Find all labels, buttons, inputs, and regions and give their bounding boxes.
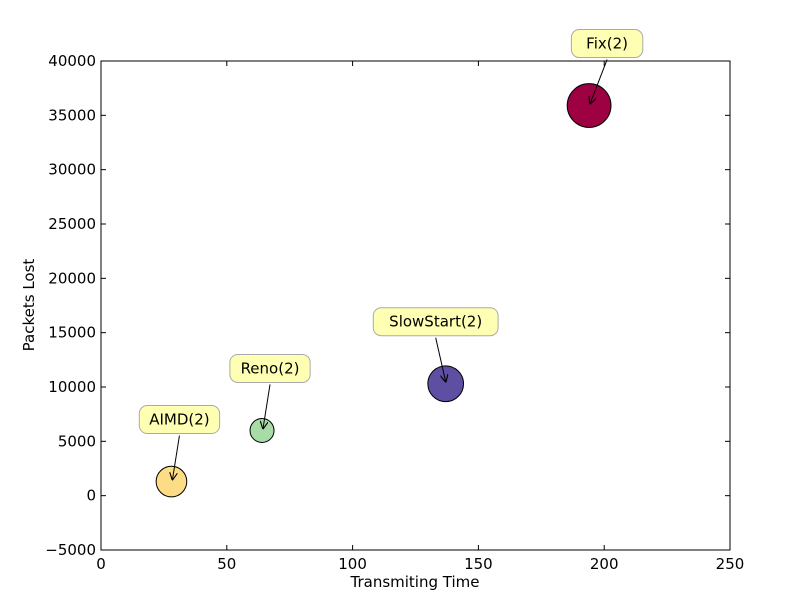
plot-frame: [100, 60, 731, 551]
data-points: [155, 83, 612, 498]
annotations: AIMD(2) Reno(2) SlowStart(2) Fix(2): [138, 29, 644, 480]
x-tick-label: 250: [716, 555, 745, 573]
annotation-label: Reno(2): [241, 359, 300, 377]
x-tick-label: 150: [464, 555, 493, 573]
annotation-arrow: [590, 59, 608, 104]
annotation-box: [570, 29, 644, 59]
y-tick-label: 15000: [48, 324, 96, 342]
y-tick-label: 35000: [48, 106, 96, 124]
axes: 0 50 100 150 200 250−500005000100001500020000…: [45, 52, 744, 573]
annotation-label: Fix(2): [586, 35, 628, 53]
x-tick-label: 0: [96, 555, 106, 573]
annotation-box: [138, 405, 221, 435]
annotation-arrow: [172, 435, 180, 480]
y-tick-label: 25000: [48, 215, 96, 233]
scatter-point: [427, 365, 465, 403]
x-axis-label: Transmiting Time: [350, 573, 480, 591]
y-tick-label: 5000: [58, 432, 96, 450]
y-tick-label: −5000: [45, 541, 96, 559]
x-tick-label: 200: [590, 555, 619, 573]
scatter-point: [155, 465, 188, 498]
annotation-label: AIMD(2): [149, 411, 209, 429]
x-tick-label: 100: [338, 555, 367, 573]
annotation: Fix(2): [570, 29, 644, 104]
x-tick-label: 50: [217, 555, 236, 573]
annotation-arrow: [435, 337, 446, 382]
annotation: SlowStart(2): [372, 307, 499, 382]
y-tick-label: 30000: [48, 161, 96, 179]
annotation: Reno(2): [229, 353, 311, 428]
annotation-arrow: [263, 384, 271, 428]
scatter-point: [249, 417, 275, 443]
annotation-box: [372, 307, 499, 337]
scatter-point: [566, 83, 612, 128]
y-tick-label: 20000: [48, 269, 96, 287]
y-tick-label: 40000: [48, 52, 96, 70]
annotation-label: SlowStart(2): [389, 313, 482, 331]
y-tick-label: 10000: [48, 378, 96, 396]
annotation: AIMD(2): [138, 405, 221, 480]
y-axis-label: Packets Lost: [20, 259, 38, 352]
annotation-box: [229, 353, 311, 383]
y-tick-label: 0: [86, 487, 96, 505]
